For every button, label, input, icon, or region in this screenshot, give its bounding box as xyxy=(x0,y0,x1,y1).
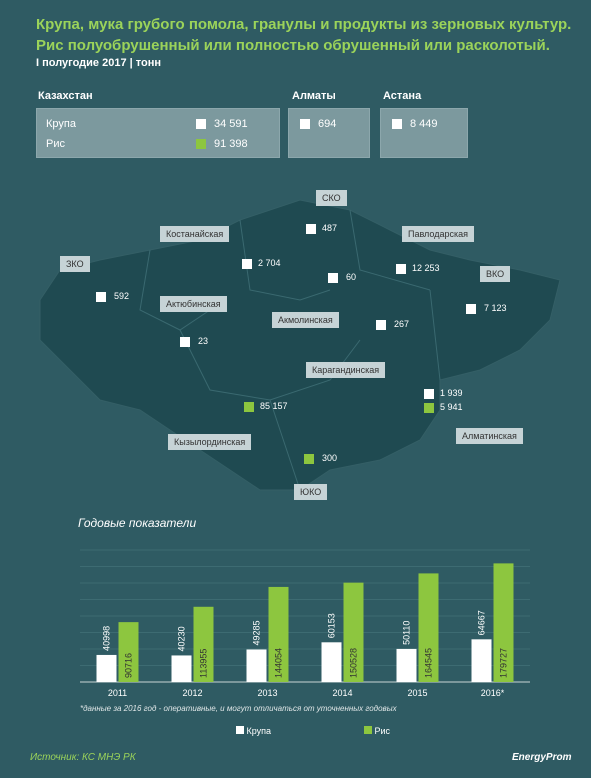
kz-row-value: 34 591 xyxy=(214,118,248,130)
legend-ris: Рис xyxy=(364,726,390,736)
region-marker xyxy=(424,403,434,413)
bar-value-label: 64667 xyxy=(477,610,487,635)
bar-value-label: 60153 xyxy=(327,613,337,638)
legend-swatch-green xyxy=(364,726,372,734)
region-callout: Карагандинская xyxy=(306,362,386,378)
legend-krupa: Крупа xyxy=(236,726,271,736)
kz-row-label: Рис xyxy=(46,138,65,150)
bar-value-label: 150528 xyxy=(349,648,359,678)
kz-row-value: 91 398 xyxy=(214,138,248,150)
legend-label: Крупа xyxy=(246,726,272,736)
region-marker xyxy=(304,454,314,464)
region-marker xyxy=(96,292,106,302)
region-value: 5 941 xyxy=(440,402,463,412)
bar-krupa xyxy=(96,654,117,682)
ris-swatch xyxy=(196,139,206,149)
source-label: Источник: КС МНЭ РК xyxy=(30,752,136,763)
bar-value-label: 113955 xyxy=(199,649,209,678)
region-callout: ЗКО xyxy=(60,256,90,272)
bar-krupa xyxy=(246,649,267,682)
bar-ris xyxy=(118,622,139,682)
region-callout: Павлодарская xyxy=(402,226,474,242)
bar-krupa xyxy=(471,639,492,682)
x-tick-label: 2011 xyxy=(108,688,127,698)
bar-value-label: 179727 xyxy=(499,648,509,678)
period-label: I полугодие 2017 | тонн xyxy=(36,57,162,69)
region-marker xyxy=(396,264,406,274)
region-value: 487 xyxy=(322,223,338,233)
region-value: 23 xyxy=(198,336,209,346)
legend-swatch-white xyxy=(236,726,244,734)
kz-title: Казахстан xyxy=(38,90,93,102)
region-value: 267 xyxy=(394,319,410,329)
region-marker xyxy=(180,337,190,347)
astana-title: Астана xyxy=(383,90,422,102)
region-value: 1 939 xyxy=(440,388,463,398)
bar-krupa xyxy=(171,655,192,682)
bar-value-label: 40230 xyxy=(177,626,187,651)
x-tick-label: 2012 xyxy=(182,688,202,698)
x-tick-label: 2014 xyxy=(332,688,352,698)
bar-value-label: 164545 xyxy=(424,648,434,678)
map-shape xyxy=(39,199,561,491)
title: Крупа, мука грубого помола, гранулы и пр… xyxy=(36,14,576,56)
region-callout: Алматинская xyxy=(456,428,523,444)
brand-logo: EnergyProm xyxy=(512,752,572,763)
almaty-panel xyxy=(288,108,370,158)
bar-ris xyxy=(268,586,289,682)
bar-ris xyxy=(343,582,364,682)
region-value: 7 123 xyxy=(484,303,507,313)
region-value: 12 253 xyxy=(412,263,440,273)
title-line-2: Рис полуобрушенный или полностью обрушен… xyxy=(36,37,550,54)
kazakhstan-map xyxy=(39,199,561,491)
region-marker xyxy=(466,304,476,314)
bar-value-label: 40998 xyxy=(102,626,112,651)
chart-note: *данные за 2016 год - оперативные, и мог… xyxy=(80,704,397,713)
legend-label: Рис xyxy=(374,726,391,736)
almaty-swatch xyxy=(300,119,310,129)
x-tick-label: 2015 xyxy=(407,688,427,698)
bar-ris xyxy=(418,573,439,682)
region-callout: Актюбинская xyxy=(160,296,227,312)
krupa-swatch xyxy=(196,119,206,129)
bar-value-label: 90716 xyxy=(124,653,134,678)
region-value: 300 xyxy=(322,453,338,463)
bar-value-label: 50110 xyxy=(402,621,412,645)
region-callout: СКО xyxy=(316,190,347,206)
region-callout: ВКО xyxy=(480,266,511,282)
astana-panel xyxy=(380,108,468,158)
region-value: 592 xyxy=(114,291,130,301)
region-marker xyxy=(328,273,338,283)
kz-row-label: Крупа xyxy=(46,118,76,130)
kz-panel xyxy=(36,108,280,158)
chart-title: Годовые показатели xyxy=(78,516,197,530)
annual-bar-chart: 40998 90716 2011 40230 113955 2012 49285 144054… xyxy=(80,549,530,698)
title-line-1: Крупа, мука грубого помола, гранулы и пр… xyxy=(36,16,572,33)
almaty-title: Алматы xyxy=(292,90,336,102)
region-callout: Костанайская xyxy=(160,226,230,242)
almaty-value: 694 xyxy=(318,118,337,130)
region-value: 85 157 xyxy=(260,401,288,411)
region-marker xyxy=(424,389,434,399)
region-callout: ЮКО xyxy=(294,484,328,500)
bar-krupa xyxy=(396,648,417,682)
astana-value: 8 449 xyxy=(410,118,438,130)
x-tick-label: 2013 xyxy=(257,688,277,698)
region-marker xyxy=(376,320,386,330)
astana-swatch xyxy=(392,119,402,129)
region-callout: Кызылординская xyxy=(168,434,252,450)
region-value: 2 704 xyxy=(258,258,281,268)
bar-value-label: 144054 xyxy=(274,648,284,678)
region-marker xyxy=(306,224,316,234)
bar-value-label: 49285 xyxy=(252,620,262,645)
x-tick-label: 2016* xyxy=(481,688,505,698)
bar-krupa xyxy=(321,642,342,682)
region-marker xyxy=(244,402,254,412)
region-callout: Акмолинская xyxy=(272,312,339,328)
bar-ris xyxy=(193,606,214,682)
bar-ris xyxy=(493,563,514,682)
region-marker xyxy=(242,259,252,269)
region-value: 60 xyxy=(346,272,357,282)
